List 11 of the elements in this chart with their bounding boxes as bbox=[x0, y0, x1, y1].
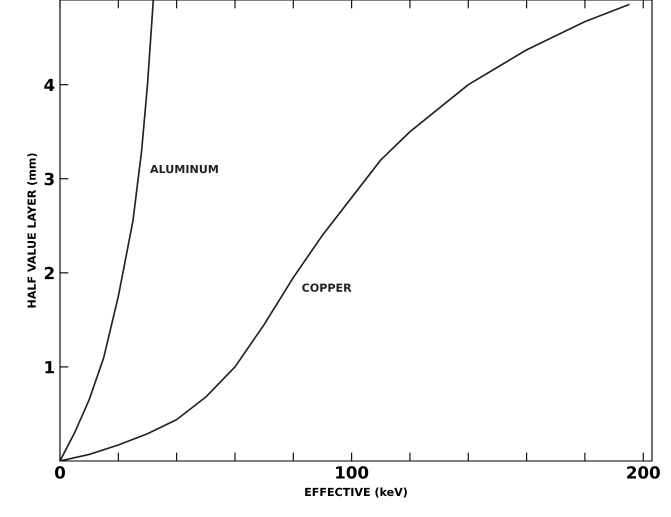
x-axis-title: EFFECTIVE (keV) bbox=[305, 488, 407, 498]
series-label: ALUMINUM bbox=[150, 164, 218, 174]
y-tick-label: 4 bbox=[44, 78, 54, 92]
x-tick-label: 200 bbox=[627, 466, 660, 479]
series-label: COPPER bbox=[302, 283, 352, 292]
x-tick-label: 100 bbox=[336, 466, 368, 479]
y-tick-label: 2 bbox=[44, 266, 54, 280]
y-axis-title: HALF VALUE LAYER (mm) bbox=[27, 153, 38, 308]
y-tick-label: 1 bbox=[45, 361, 54, 374]
y-tick-label: 3 bbox=[44, 172, 54, 186]
x-tick-label: 0 bbox=[55, 466, 65, 479]
